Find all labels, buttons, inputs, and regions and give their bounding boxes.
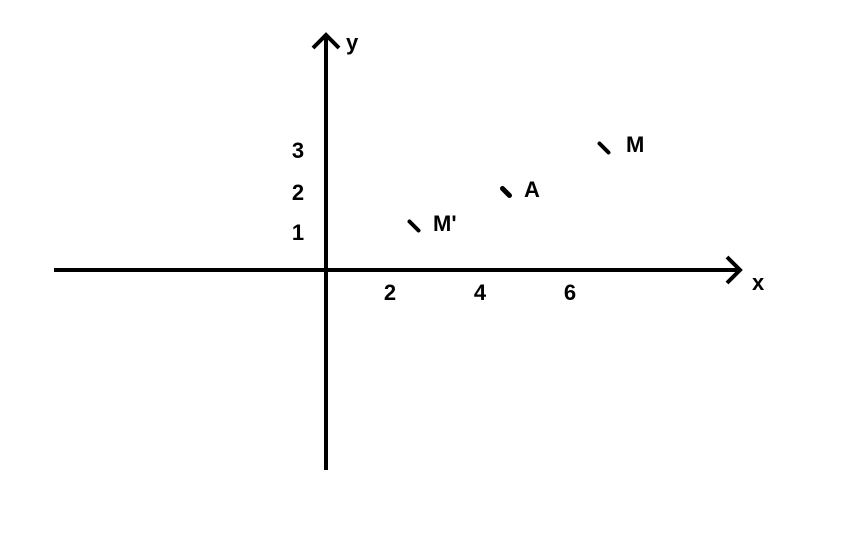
y-tick-1: 1 [292, 220, 304, 245]
point-a-mark [503, 189, 510, 196]
point-m-mark [600, 144, 609, 153]
point-m-prime-label: M' [433, 211, 457, 236]
y-tick-3: 3 [292, 138, 304, 163]
x-tick-4: 4 [474, 280, 487, 305]
y-axis-label: y [346, 30, 359, 55]
point-a-label: A [524, 177, 540, 202]
x-tick-6: 6 [564, 280, 576, 305]
x-axis-label: x [752, 270, 765, 295]
y-tick-2: 2 [292, 180, 304, 205]
x-tick-2: 2 [384, 280, 396, 305]
point-m-prime-mark [410, 222, 419, 231]
point-m-label: M [626, 132, 644, 157]
